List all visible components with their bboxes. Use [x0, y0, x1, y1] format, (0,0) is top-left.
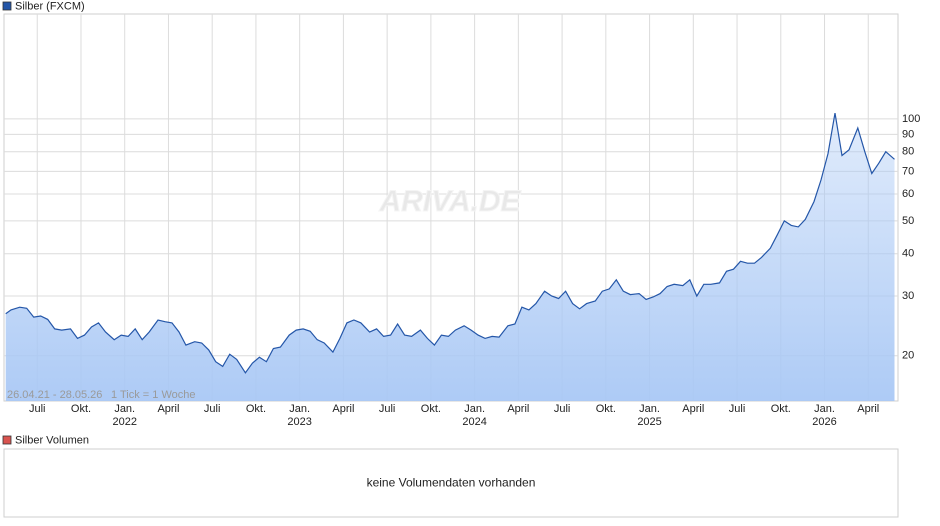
y-tick-label: 20	[902, 350, 914, 362]
x-tick-label: Jan. 2024	[462, 403, 486, 428]
y-tick-label: 70	[902, 165, 914, 177]
x-tick-label: Jan. 2022	[112, 403, 136, 428]
tick-note: 1 Tick = 1 Woche	[111, 389, 195, 401]
date-range: 26.04.21 - 28.05.26	[7, 389, 102, 401]
x-tick-label: Jan. 2026	[812, 403, 836, 428]
x-tick-label: April	[332, 403, 354, 415]
legend-swatch	[2, 435, 12, 445]
x-tick-label: Jan. 2023	[287, 403, 311, 428]
x-tick-label: Okt.	[246, 403, 266, 415]
data	[5, 112, 895, 401]
legend-swatch	[2, 1, 12, 11]
volume-frame	[3, 448, 899, 518]
y-tick-label: 30	[902, 290, 914, 302]
y-tick-label: 40	[902, 248, 914, 260]
watermark: ARIVA.DE	[378, 185, 521, 218]
x-tick-label: Juli	[729, 403, 746, 415]
y-tick-label: 50	[902, 215, 914, 227]
y-tick-label: 100	[902, 113, 920, 125]
x-tick-label: April	[157, 403, 179, 415]
x-tick-label: Okt.	[771, 403, 791, 415]
legend-label: Silber (FXCM)	[15, 0, 85, 12]
x-tick-label: April	[507, 403, 529, 415]
y-tick-label: 60	[902, 188, 914, 200]
x-tick-label: Juli	[29, 403, 46, 415]
x-tick-label: Jan. 2025	[637, 403, 661, 428]
x-tick-label: Juli	[379, 403, 396, 415]
x-tick-label: Okt.	[71, 403, 91, 415]
legend-label: Silber Volumen	[15, 434, 89, 446]
x-tick-label: Juli	[554, 403, 571, 415]
x-tick-label: Okt.	[421, 403, 441, 415]
x-tick-label: April	[857, 403, 879, 415]
no-data-message: keine Volumendaten vorhanden	[367, 476, 536, 490]
x-tick-label: Juli	[204, 403, 221, 415]
x-tick-label: Okt.	[596, 403, 616, 415]
price-line	[5, 112, 895, 374]
x-tick-label: April	[682, 403, 704, 415]
y-tick-label: 90	[902, 128, 914, 140]
area-fill	[5, 113, 895, 401]
y-tick-label: 80	[902, 146, 914, 158]
